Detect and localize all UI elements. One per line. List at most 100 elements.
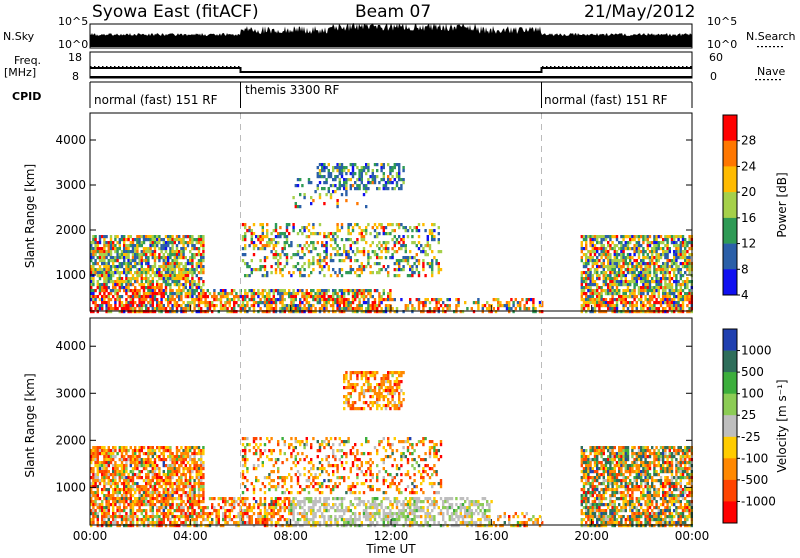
- power-heatmap-cell: [638, 271, 640, 274]
- power-heatmap-cell: [308, 250, 310, 253]
- nave-dot: [494, 71, 496, 73]
- power-heatmap-cell: [352, 298, 354, 301]
- power-heatmap-cell: [163, 256, 165, 259]
- power-heatmap-cell: [169, 274, 171, 277]
- power-heatmap-cell: [372, 304, 374, 307]
- power-heatmap-cell: [367, 178, 369, 181]
- power-heatmap-cell: [675, 268, 677, 271]
- power-heatmap-cell: [257, 289, 259, 292]
- power-heatmap-cell: [94, 247, 96, 250]
- power-heatmap-cell: [156, 283, 158, 286]
- velocity-heatmap-cell: [147, 479, 149, 482]
- power-heatmap-cell: [387, 181, 389, 184]
- power-heatmap-cell: [512, 301, 514, 304]
- velocity-heatmap-cell: [185, 473, 187, 476]
- power-heatmap-cell: [202, 241, 204, 244]
- velocity-heatmap-cell: [198, 467, 200, 470]
- velocity-heatmap-cell: [158, 473, 160, 476]
- power-heatmap-cell: [297, 244, 299, 247]
- power-heatmap-cell: [149, 244, 151, 247]
- power-heatmap-cell: [581, 292, 583, 295]
- power-heatmap-cell: [277, 262, 279, 265]
- power-heatmap-cell: [383, 166, 385, 169]
- power-heatmap-cell: [323, 304, 325, 307]
- velocity-heatmap-cell: [97, 524, 99, 527]
- power-heatmap-cell: [268, 241, 270, 244]
- velocity-heatmap-cell: [233, 515, 235, 518]
- velocity-heatmap-cell: [248, 515, 250, 518]
- power-heatmap-cell: [609, 256, 611, 259]
- power-heatmap-cell: [125, 292, 127, 295]
- power-heatmap-cell: [290, 256, 292, 259]
- power-heatmap-cell: [94, 238, 96, 241]
- power-heatmap-cell: [297, 262, 299, 265]
- velocity-heatmap-cell: [270, 518, 272, 521]
- power-heatmap-cell: [594, 280, 596, 283]
- velocity-heatmap-cell: [176, 452, 178, 455]
- velocity-heatmap-cell: [220, 506, 222, 509]
- velocity-heatmap-cell: [101, 503, 103, 506]
- power-heatmap-cell: [633, 259, 635, 262]
- power-heatmap-cell: [169, 235, 171, 238]
- power-heatmap-cell: [647, 289, 649, 292]
- velocity-heatmap-cell: [233, 506, 235, 509]
- power-heatmap-cell: [165, 286, 167, 289]
- power-heatmap-cell: [594, 292, 596, 295]
- nsearch-legend-dot: [777, 46, 779, 47]
- power-heatmap-cell: [108, 241, 110, 244]
- power-heatmap-cell: [387, 178, 389, 181]
- power-heatmap-cell: [319, 301, 321, 304]
- power-heatmap-cell: [647, 265, 649, 268]
- power-heatmap-cell: [121, 262, 123, 265]
- power-heatmap-cell: [149, 274, 151, 277]
- power-heatmap-cell: [169, 310, 171, 313]
- power-heatmap-cell: [424, 229, 426, 232]
- velocity-heatmap-cell: [103, 458, 105, 461]
- velocity-heatmap-cell: [92, 491, 94, 494]
- power-heatmap-cell: [655, 277, 657, 280]
- velocity-heatmap-cell: [116, 485, 118, 488]
- power-heatmap-cell: [328, 190, 330, 193]
- power-heatmap-cell: [644, 271, 646, 274]
- nave-dot: [322, 71, 324, 73]
- power-heatmap-cell: [389, 178, 391, 181]
- power-heatmap-cell: [191, 277, 193, 280]
- velocity-heatmap-cell: [182, 458, 184, 461]
- power-heatmap-cell: [358, 268, 360, 271]
- power-heatmap-cell: [103, 253, 105, 256]
- power-heatmap-cell: [620, 256, 622, 259]
- power-heatmap-cell: [686, 295, 688, 298]
- power-heatmap-cell: [642, 238, 644, 241]
- power-heatmap-cell: [204, 292, 206, 295]
- power-heatmap-cell: [660, 271, 662, 274]
- power-heatmap-cell: [587, 259, 589, 262]
- power-heatmap-cell: [301, 292, 303, 295]
- velocity-heatmap-cell: [130, 461, 132, 464]
- power-heatmap-cell: [132, 253, 134, 256]
- power-heatmap-cell: [132, 247, 134, 250]
- velocity-heatmap-cell: [246, 506, 248, 509]
- power-heatmap-cell: [200, 238, 202, 241]
- power-heatmap-cell: [684, 265, 686, 268]
- power-heatmap-cell: [603, 259, 605, 262]
- power-heatmap-cell: [308, 259, 310, 262]
- power-heatmap-cell: [145, 280, 147, 283]
- power-heatmap-cell: [165, 271, 167, 274]
- power-heatmap-cell: [127, 265, 129, 268]
- power-heatmap-cell: [317, 166, 319, 169]
- power-heatmap-cell: [589, 238, 591, 241]
- power-heatmap-cell: [658, 241, 660, 244]
- velocity-heatmap-cell: [125, 521, 127, 524]
- velocity-heatmap-cell: [141, 464, 143, 467]
- power-heatmap-cell: [684, 256, 686, 259]
- power-heatmap-cell: [169, 241, 171, 244]
- power-heatmap-cell: [433, 298, 435, 301]
- power-heatmap-cell: [154, 253, 156, 256]
- power-heatmap-cell: [198, 277, 200, 280]
- velocity-heatmap-cell: [101, 467, 103, 470]
- power-heatmap-cell: [385, 268, 387, 271]
- power-heatmap-cell: [171, 253, 173, 256]
- power-heatmap-cell: [435, 301, 437, 304]
- velocity-heatmap-cell: [145, 479, 147, 482]
- power-heatmap-cell: [301, 250, 303, 253]
